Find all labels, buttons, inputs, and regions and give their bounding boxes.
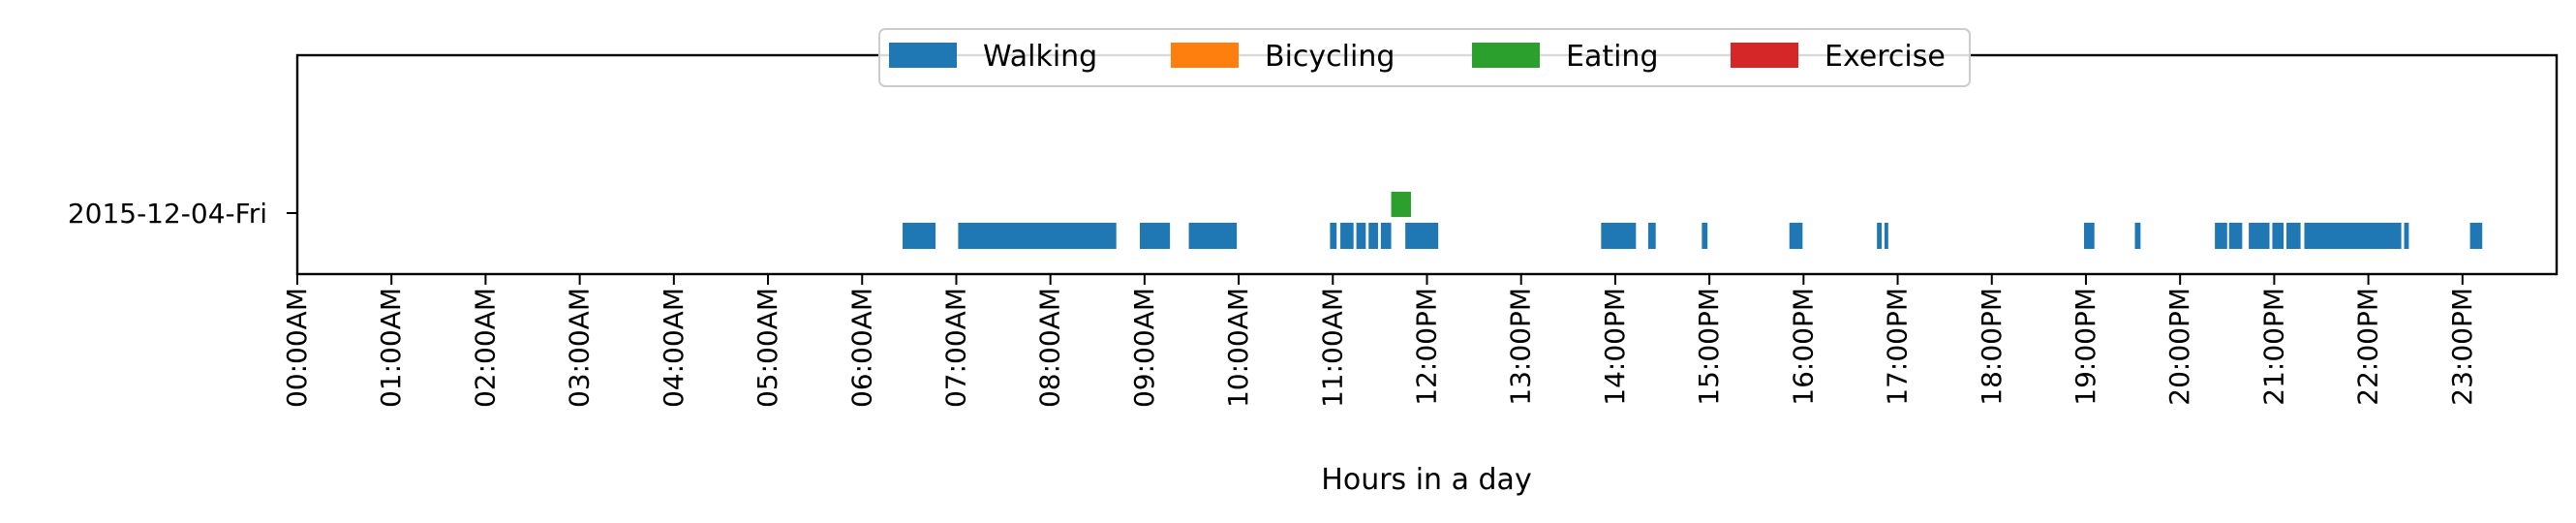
- x-tick-label: 08:00AM: [1034, 288, 1066, 408]
- walking-bar: [1647, 223, 1656, 249]
- x-tick-label: 13:00PM: [1505, 288, 1537, 406]
- walking-bar: [2215, 223, 2227, 249]
- y-axis-ticks: 2015-12-04-Fri: [68, 198, 297, 230]
- x-tick-label: 10:00AM: [1222, 288, 1254, 408]
- legend-label-bicycling: Bicycling: [1265, 40, 1395, 74]
- legend-swatch-eating: [1472, 43, 1540, 68]
- walking-bar: [1140, 223, 1171, 249]
- walking-bar: [1188, 223, 1238, 249]
- legend: Walking Bicycling Eating Exercise: [878, 28, 1971, 87]
- x-tick-label: 07:00AM: [939, 288, 971, 408]
- walking-bar: [1405, 223, 1439, 249]
- x-tick-label: 09:00AM: [1128, 288, 1160, 408]
- walking-bar: [1380, 223, 1392, 249]
- walking-bar: [1884, 223, 1888, 249]
- walking-bar: [2286, 223, 2301, 249]
- walking-bar: [1601, 223, 1637, 249]
- legend-swatch-bicycling: [1171, 43, 1239, 68]
- x-tick-label: 21:00PM: [2257, 288, 2289, 406]
- x-axis-label: Hours in a day: [1321, 463, 1531, 497]
- x-tick-label: 06:00AM: [845, 288, 877, 408]
- legend-label-eating: Eating: [1566, 40, 1659, 74]
- walking-bar: [903, 223, 936, 249]
- walking-bar: [1789, 223, 1803, 249]
- legend-swatch-walking: [889, 43, 957, 68]
- x-tick-label: 00:00AM: [281, 288, 313, 408]
- x-tick-label: 04:00AM: [658, 288, 690, 408]
- x-tick-label: 16:00PM: [1787, 288, 1819, 406]
- walking-bar: [1340, 223, 1354, 249]
- x-tick-label: 19:00PM: [2070, 288, 2101, 406]
- walking-bar: [2404, 223, 2409, 249]
- x-tick-label: 03:00AM: [564, 288, 596, 408]
- x-tick-label: 11:00AM: [1316, 288, 1348, 408]
- x-tick-label: 15:00PM: [1693, 288, 1725, 406]
- walking-bar: [2304, 223, 2402, 249]
- legend-frame: [878, 28, 1971, 87]
- legend-label-walking: Walking: [983, 40, 1097, 74]
- x-axis-ticks: 00:00AM 01:00AM 02:00AM 03:00AM 04:00AM 05:00…: [281, 274, 2478, 408]
- eating-bar: [1391, 192, 1411, 217]
- x-tick-label: 12:00PM: [1411, 288, 1443, 406]
- x-tick-label: 23:00PM: [2446, 288, 2478, 406]
- x-tick-label: 22:00PM: [2352, 288, 2384, 406]
- walking-bar: [2272, 223, 2285, 249]
- walking-bar: [1368, 223, 1378, 249]
- walking-bar: [1877, 223, 1883, 249]
- walking-bar: [2249, 223, 2270, 249]
- x-tick-label: 02:00AM: [469, 288, 501, 408]
- walking-bar: [958, 223, 1117, 249]
- walking-bar: [1702, 223, 1708, 249]
- x-tick-label: 14:00PM: [1599, 288, 1631, 406]
- x-tick-label: 18:00PM: [1976, 288, 2008, 406]
- walking-bar: [2228, 223, 2243, 249]
- legend-label-exercise: Exercise: [1825, 40, 1946, 74]
- x-tick-label: 17:00PM: [1882, 288, 1914, 406]
- walking-bar: [1356, 223, 1366, 249]
- x-tick-label: 01:00AM: [375, 288, 407, 408]
- y-tick-label: 2015-12-04-Fri: [68, 198, 267, 230]
- walking-bar: [2134, 223, 2141, 249]
- x-tick-label: 05:00AM: [751, 288, 783, 408]
- walking-bar: [2469, 223, 2483, 249]
- walking-bar: [2084, 223, 2095, 249]
- activity-bars: [903, 192, 2483, 249]
- legend-swatch-exercise: [1731, 43, 1798, 68]
- walking-bar: [1330, 223, 1337, 249]
- x-tick-label: 20:00PM: [2163, 288, 2195, 406]
